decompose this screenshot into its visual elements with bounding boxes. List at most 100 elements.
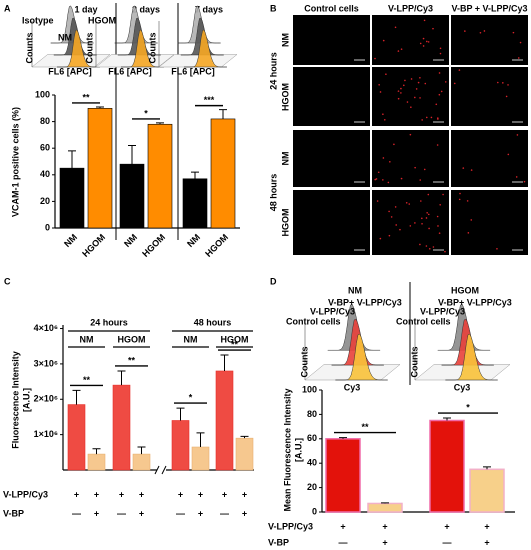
fluorescent-spot xyxy=(426,211,428,214)
treatment-sign: + xyxy=(444,521,449,531)
fluorescent-spot xyxy=(389,160,391,163)
row-label: HGOM xyxy=(280,83,290,111)
bar xyxy=(59,167,85,229)
error-bar xyxy=(92,448,101,455)
fluorescent-spot xyxy=(479,31,482,34)
fluorescent-spot xyxy=(453,82,456,85)
fluorescent-spot xyxy=(507,153,510,156)
fluorescent-spot xyxy=(430,116,433,119)
column-header: Control cells xyxy=(304,3,359,13)
bar xyxy=(235,437,254,471)
fluorescent-spot xyxy=(419,76,421,79)
fluorescent-spot xyxy=(427,41,430,43)
fluorescent-spot xyxy=(458,198,461,201)
error-bar xyxy=(68,150,76,169)
treatment-sign: + xyxy=(340,521,345,531)
fluorescent-spot xyxy=(425,116,428,119)
hist-y-label: Counts xyxy=(409,347,419,378)
significance-label: ** xyxy=(231,339,239,349)
fluorescent-spot xyxy=(462,167,465,169)
treatment-sign: — xyxy=(220,508,229,518)
micrograph xyxy=(451,130,528,187)
treatment-sign: + xyxy=(139,489,144,499)
treatment-sign: — xyxy=(176,508,185,518)
fluorescent-spot xyxy=(410,78,413,80)
fluorescent-spot xyxy=(423,19,426,22)
hist-peak xyxy=(120,29,164,68)
y-axis-label: [A.U.] xyxy=(293,438,303,462)
bar xyxy=(367,502,403,513)
fluorescent-spot xyxy=(424,82,427,85)
fluorescent-spot xyxy=(496,247,498,250)
hist-legend: Isotype xyxy=(22,15,54,25)
error-bar xyxy=(339,437,347,439)
fluorescent-spot xyxy=(523,180,526,183)
hist-x-label: Cy3 xyxy=(454,382,471,392)
fluorescent-spot xyxy=(421,119,423,121)
error-bar xyxy=(72,389,81,405)
hist-x-label: FL6 [APC] xyxy=(108,66,152,76)
fluorescent-spot xyxy=(377,171,380,174)
micrograph xyxy=(451,67,528,127)
fluorescent-spot xyxy=(422,45,425,47)
hist-peak xyxy=(445,333,498,381)
error-bar xyxy=(483,466,491,470)
fluorescent-spot xyxy=(507,84,509,86)
fluorescent-spot xyxy=(374,178,377,181)
treatment-sign: + xyxy=(242,508,247,518)
fluorescent-spot xyxy=(414,96,416,99)
y-tick-label: 0 xyxy=(45,222,50,232)
fluorescent-spot xyxy=(395,224,398,226)
treatment-name: V-LPP/Cy3 xyxy=(268,521,313,531)
hist-legend: V-LPP/Cy3 xyxy=(310,306,355,316)
bar xyxy=(215,370,234,471)
x-tick-label: HGOM xyxy=(140,232,167,259)
fluorescent-spot xyxy=(394,206,397,208)
fluorescent-spot xyxy=(519,41,522,44)
timepoint-label: 24 hours xyxy=(268,52,278,90)
fluorescent-spot xyxy=(387,181,390,184)
fluorescent-spot xyxy=(470,169,473,171)
bar xyxy=(171,420,190,471)
fluorescent-spot xyxy=(442,193,444,196)
fluorescent-spot xyxy=(505,95,508,98)
error-bar xyxy=(219,109,227,119)
error-bar xyxy=(96,106,104,109)
y-axis-label: Mean Fluorescence Intensity xyxy=(282,388,292,511)
micrograph xyxy=(293,15,370,65)
timepoint-label: 48 hours xyxy=(268,174,278,212)
micrograph xyxy=(372,130,449,187)
x-tick-label: NM xyxy=(122,232,139,249)
bar xyxy=(182,178,208,229)
fluorescent-spot xyxy=(425,217,428,219)
y-axis-label: [A.U.] xyxy=(21,388,31,412)
panel-label: C xyxy=(4,276,11,286)
fluorescent-spot xyxy=(402,84,405,87)
fluorescent-spot xyxy=(415,88,418,90)
group-title: 24 hours xyxy=(90,317,128,327)
treatment-sign: + xyxy=(484,521,489,531)
fluorescent-spot xyxy=(400,87,402,90)
hist-x-label: Cy3 xyxy=(344,382,361,392)
fluorescent-spot xyxy=(379,237,382,240)
fluorescent-spot xyxy=(439,52,442,55)
fluorescent-spot xyxy=(459,192,461,195)
fluorescent-spot xyxy=(444,81,447,83)
y-tick-label: 2×10⁶ xyxy=(34,394,58,404)
group-title: 1 day xyxy=(74,4,97,14)
hist-legend: Control cells xyxy=(286,316,341,326)
y-tick-label: 20 xyxy=(40,196,50,206)
hist-legend: NM xyxy=(58,32,72,42)
bar xyxy=(87,108,113,229)
treatment-sign: + xyxy=(484,537,489,547)
micrograph xyxy=(372,15,449,65)
treatment-sign: + xyxy=(382,521,387,531)
treatment-sign: — xyxy=(443,537,452,547)
fluorescent-spot xyxy=(438,232,441,234)
fluorescent-spot xyxy=(436,144,439,146)
error-bar xyxy=(220,354,229,371)
micrograph xyxy=(372,67,449,127)
fluorescent-spot xyxy=(425,245,428,247)
panel-label: D xyxy=(270,276,277,286)
